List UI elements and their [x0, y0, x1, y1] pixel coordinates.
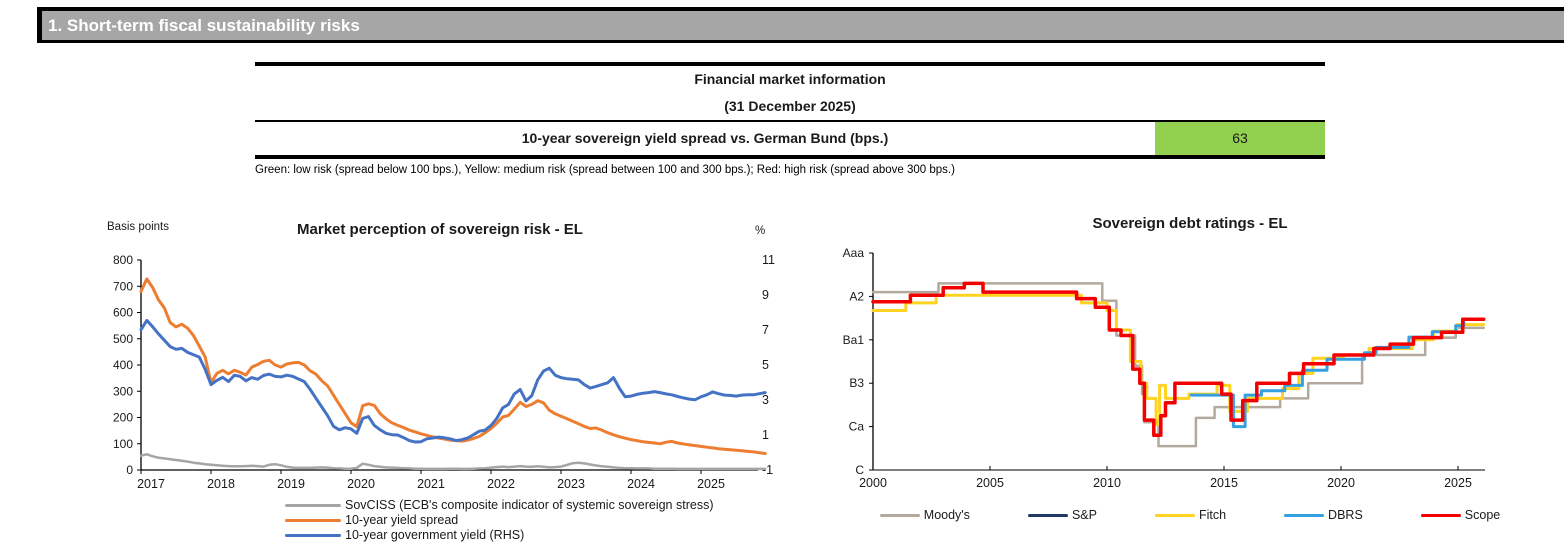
series-line-10-year-yield-spread — [139, 277, 767, 455]
legend-swatch — [1284, 513, 1325, 517]
sovereign-ratings-legend: Moody's S&P Fitch DBRS Scope — [879, 508, 1500, 522]
x-tick-label: 2023 — [557, 477, 585, 491]
series-line-fitch — [871, 293, 1486, 426]
x-tick-label: 2018 — [207, 477, 235, 491]
x-tick-label: 2022 — [487, 477, 515, 491]
table-header: Financial market information (31 Decembe… — [255, 66, 1325, 122]
y-tick-label: 300 — [113, 384, 133, 398]
sovereign-ratings-chart: Sovereign debt ratings - EL C Ca B3 Ba1 A2 Aa… — [830, 210, 1550, 540]
series-line-scope — [871, 281, 1486, 438]
y-tick-label: 600 — [113, 306, 133, 320]
legend-swatch — [1154, 513, 1195, 517]
y-tick-label: 500 — [113, 332, 133, 346]
table-row: 10-year sovereign yield spread vs. Germa… — [255, 122, 1325, 159]
legend-swatch — [1027, 513, 1068, 517]
legend-swatch — [879, 513, 920, 517]
financial-market-info-table: Financial market information (31 Decembe… — [255, 62, 1325, 176]
series-line-10-year-government-yield-rhs- — [139, 318, 767, 444]
market-perception-legend: SovCISS (ECB's composite indicator of sy… — [285, 498, 713, 542]
x-tick-label: 2024 — [627, 477, 655, 491]
y-tick-label: Ca — [849, 420, 865, 434]
x-tick-label: 2000 — [859, 476, 887, 490]
x-tick-label: 2010 — [1093, 476, 1121, 490]
section-title-bar: 1. Short-term fiscal sustainability risk… — [37, 7, 1564, 43]
legend-label: DBRS — [1328, 508, 1363, 522]
legend-item: 10-year government yield (RHS) — [285, 528, 713, 542]
market-perception-chart: Basis points Market perception of sovere… — [95, 215, 795, 558]
x-tick-label: 2005 — [976, 476, 1004, 490]
y-tick-label: 800 — [113, 253, 133, 267]
section-title: 1. Short-term fiscal sustainability risk… — [48, 16, 360, 35]
x-tick-label: 2015 — [1210, 476, 1238, 490]
legend-item: SovCISS (ECB's composite indicator of sy… — [285, 498, 713, 512]
left-axis-unit-label: Basis points — [107, 221, 170, 233]
y-tick-label: 0 — [126, 463, 133, 477]
x-tick-label: 2025 — [1444, 476, 1472, 490]
right-axis-unit-label: % — [755, 225, 766, 237]
y-tick-label: 200 — [113, 411, 133, 425]
y-tick-label: Aaa — [843, 246, 865, 260]
y-tick-label: Ba1 — [843, 333, 865, 347]
spread-value-cell: 63 — [1155, 122, 1325, 155]
series-line-moody-s — [871, 282, 1485, 448]
spread-row-label: 10-year sovereign yield spread vs. Germa… — [521, 130, 889, 146]
sovereign-ratings-chart-title: Sovereign debt ratings - EL — [1092, 215, 1288, 232]
legend-label: Scope — [1464, 508, 1501, 522]
table-header-line2: (31 December 2025) — [724, 98, 856, 114]
risk-color-footnote: Green: low risk (spread below 100 bps.),… — [255, 164, 955, 176]
legend-item: Scope — [1420, 508, 1501, 522]
market-perception-chart-title: Market perception of sovereign risk - EL — [297, 221, 583, 238]
y-tick-label: A2 — [849, 289, 864, 303]
legend-label: Moody's — [923, 508, 970, 522]
legend-item: S&P — [1027, 508, 1097, 522]
right-y-tick-label: 9 — [762, 288, 769, 302]
right-y-tick-label: 5 — [762, 358, 769, 372]
legend-label: S&P — [1071, 508, 1097, 522]
y-tick-label: 400 — [113, 358, 133, 372]
legend-item: Fitch — [1154, 508, 1227, 522]
right-y-tick-label: 11 — [762, 253, 775, 267]
sovereign-ratings-plot: C Ca B3 Ba1 A2 Aaa 2000 2005 2010 2015 2020 2025 — [843, 246, 1486, 490]
right-y-tick-label: -1 — [762, 463, 773, 477]
legend-label: SovCISS (ECB's composite indicator of sy… — [345, 498, 714, 512]
market-perception-plot: 0 100 200 300 400 500 600 700 800 -1 1 3 5 7 9 11 2017 20… — [113, 253, 775, 491]
x-tick-label: 2019 — [277, 477, 305, 491]
x-tick-label: 2020 — [347, 477, 375, 491]
legend-label: Fitch — [1198, 508, 1227, 522]
x-tick-label: 2025 — [697, 477, 725, 491]
x-tick-label: 2017 — [137, 477, 165, 491]
legend-swatch — [1420, 513, 1461, 517]
legend-swatch — [285, 503, 341, 507]
y-tick-label: 100 — [113, 437, 133, 451]
x-tick-label: 2020 — [1327, 476, 1355, 490]
legend-item: 10-year yield spread — [285, 513, 713, 527]
y-tick-label: B3 — [849, 376, 864, 390]
legend-swatch — [285, 533, 341, 537]
series-line-sovciss-ecb-s-composite-indica — [139, 453, 767, 471]
legend-item: DBRS — [1284, 508, 1363, 522]
table-header-line1: Financial market information — [694, 71, 886, 87]
x-tick-label: 2021 — [417, 477, 445, 491]
legend-item: Moody's — [879, 508, 970, 522]
legend-label: 10-year yield spread — [345, 513, 459, 527]
legend-swatch — [285, 518, 341, 522]
y-tick-label: C — [855, 463, 864, 477]
right-y-tick-label: 7 — [762, 323, 769, 337]
right-y-tick-label: 1 — [762, 428, 769, 442]
right-y-tick-label: 3 — [762, 393, 769, 407]
legend-label: 10-year government yield (RHS) — [345, 528, 525, 542]
y-tick-label: 700 — [113, 279, 133, 293]
series-line-s-p — [871, 282, 1485, 437]
